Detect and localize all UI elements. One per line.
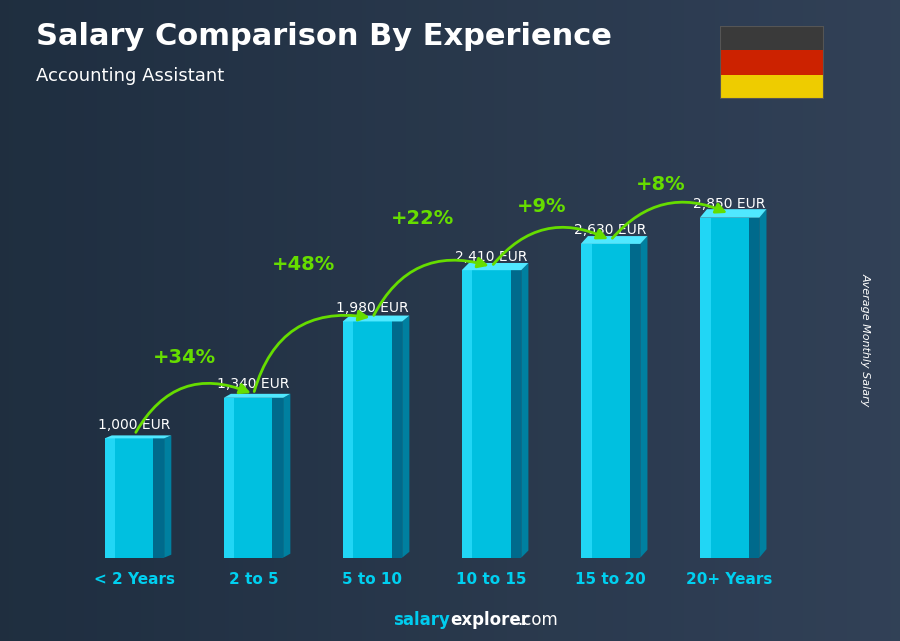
Polygon shape	[521, 263, 528, 558]
Polygon shape	[224, 398, 234, 558]
Polygon shape	[154, 438, 164, 558]
Polygon shape	[343, 315, 410, 321]
Text: Accounting Assistant: Accounting Assistant	[36, 67, 224, 85]
Text: Average Monthly Salary: Average Monthly Salary	[860, 273, 871, 406]
Polygon shape	[630, 244, 640, 558]
Polygon shape	[462, 270, 472, 558]
Polygon shape	[700, 209, 767, 218]
Text: salary: salary	[393, 611, 450, 629]
Polygon shape	[104, 438, 115, 558]
Polygon shape	[510, 270, 521, 558]
Text: 2,630 EUR: 2,630 EUR	[574, 223, 647, 237]
Text: .com: .com	[518, 611, 558, 629]
Text: 2,410 EUR: 2,410 EUR	[455, 249, 527, 263]
Polygon shape	[700, 218, 710, 558]
Polygon shape	[580, 236, 647, 244]
Polygon shape	[580, 244, 591, 558]
Text: +8%: +8%	[635, 175, 686, 194]
Text: explorer: explorer	[450, 611, 529, 629]
Polygon shape	[164, 435, 171, 558]
Polygon shape	[343, 321, 402, 558]
Text: Salary Comparison By Experience: Salary Comparison By Experience	[36, 22, 612, 51]
Bar	[720, 26, 824, 50]
Polygon shape	[392, 321, 402, 558]
Polygon shape	[462, 270, 521, 558]
Text: 1,340 EUR: 1,340 EUR	[217, 378, 290, 391]
Polygon shape	[343, 321, 354, 558]
Polygon shape	[104, 435, 171, 438]
Bar	[720, 50, 824, 75]
Polygon shape	[224, 398, 284, 558]
Polygon shape	[640, 236, 647, 558]
Polygon shape	[284, 394, 291, 558]
Text: 1,000 EUR: 1,000 EUR	[98, 418, 171, 432]
Text: +9%: +9%	[517, 197, 566, 217]
Polygon shape	[700, 218, 760, 558]
Polygon shape	[462, 263, 528, 270]
Text: +34%: +34%	[153, 348, 216, 367]
Text: 1,980 EUR: 1,980 EUR	[337, 301, 409, 315]
Polygon shape	[580, 244, 640, 558]
Polygon shape	[273, 398, 284, 558]
Text: +48%: +48%	[272, 254, 335, 274]
Polygon shape	[224, 394, 291, 398]
Bar	[720, 75, 824, 99]
Text: +22%: +22%	[391, 210, 454, 228]
Polygon shape	[402, 315, 410, 558]
Text: 2,850 EUR: 2,850 EUR	[693, 197, 766, 211]
Polygon shape	[749, 218, 760, 558]
Polygon shape	[104, 438, 164, 558]
Polygon shape	[760, 209, 767, 558]
